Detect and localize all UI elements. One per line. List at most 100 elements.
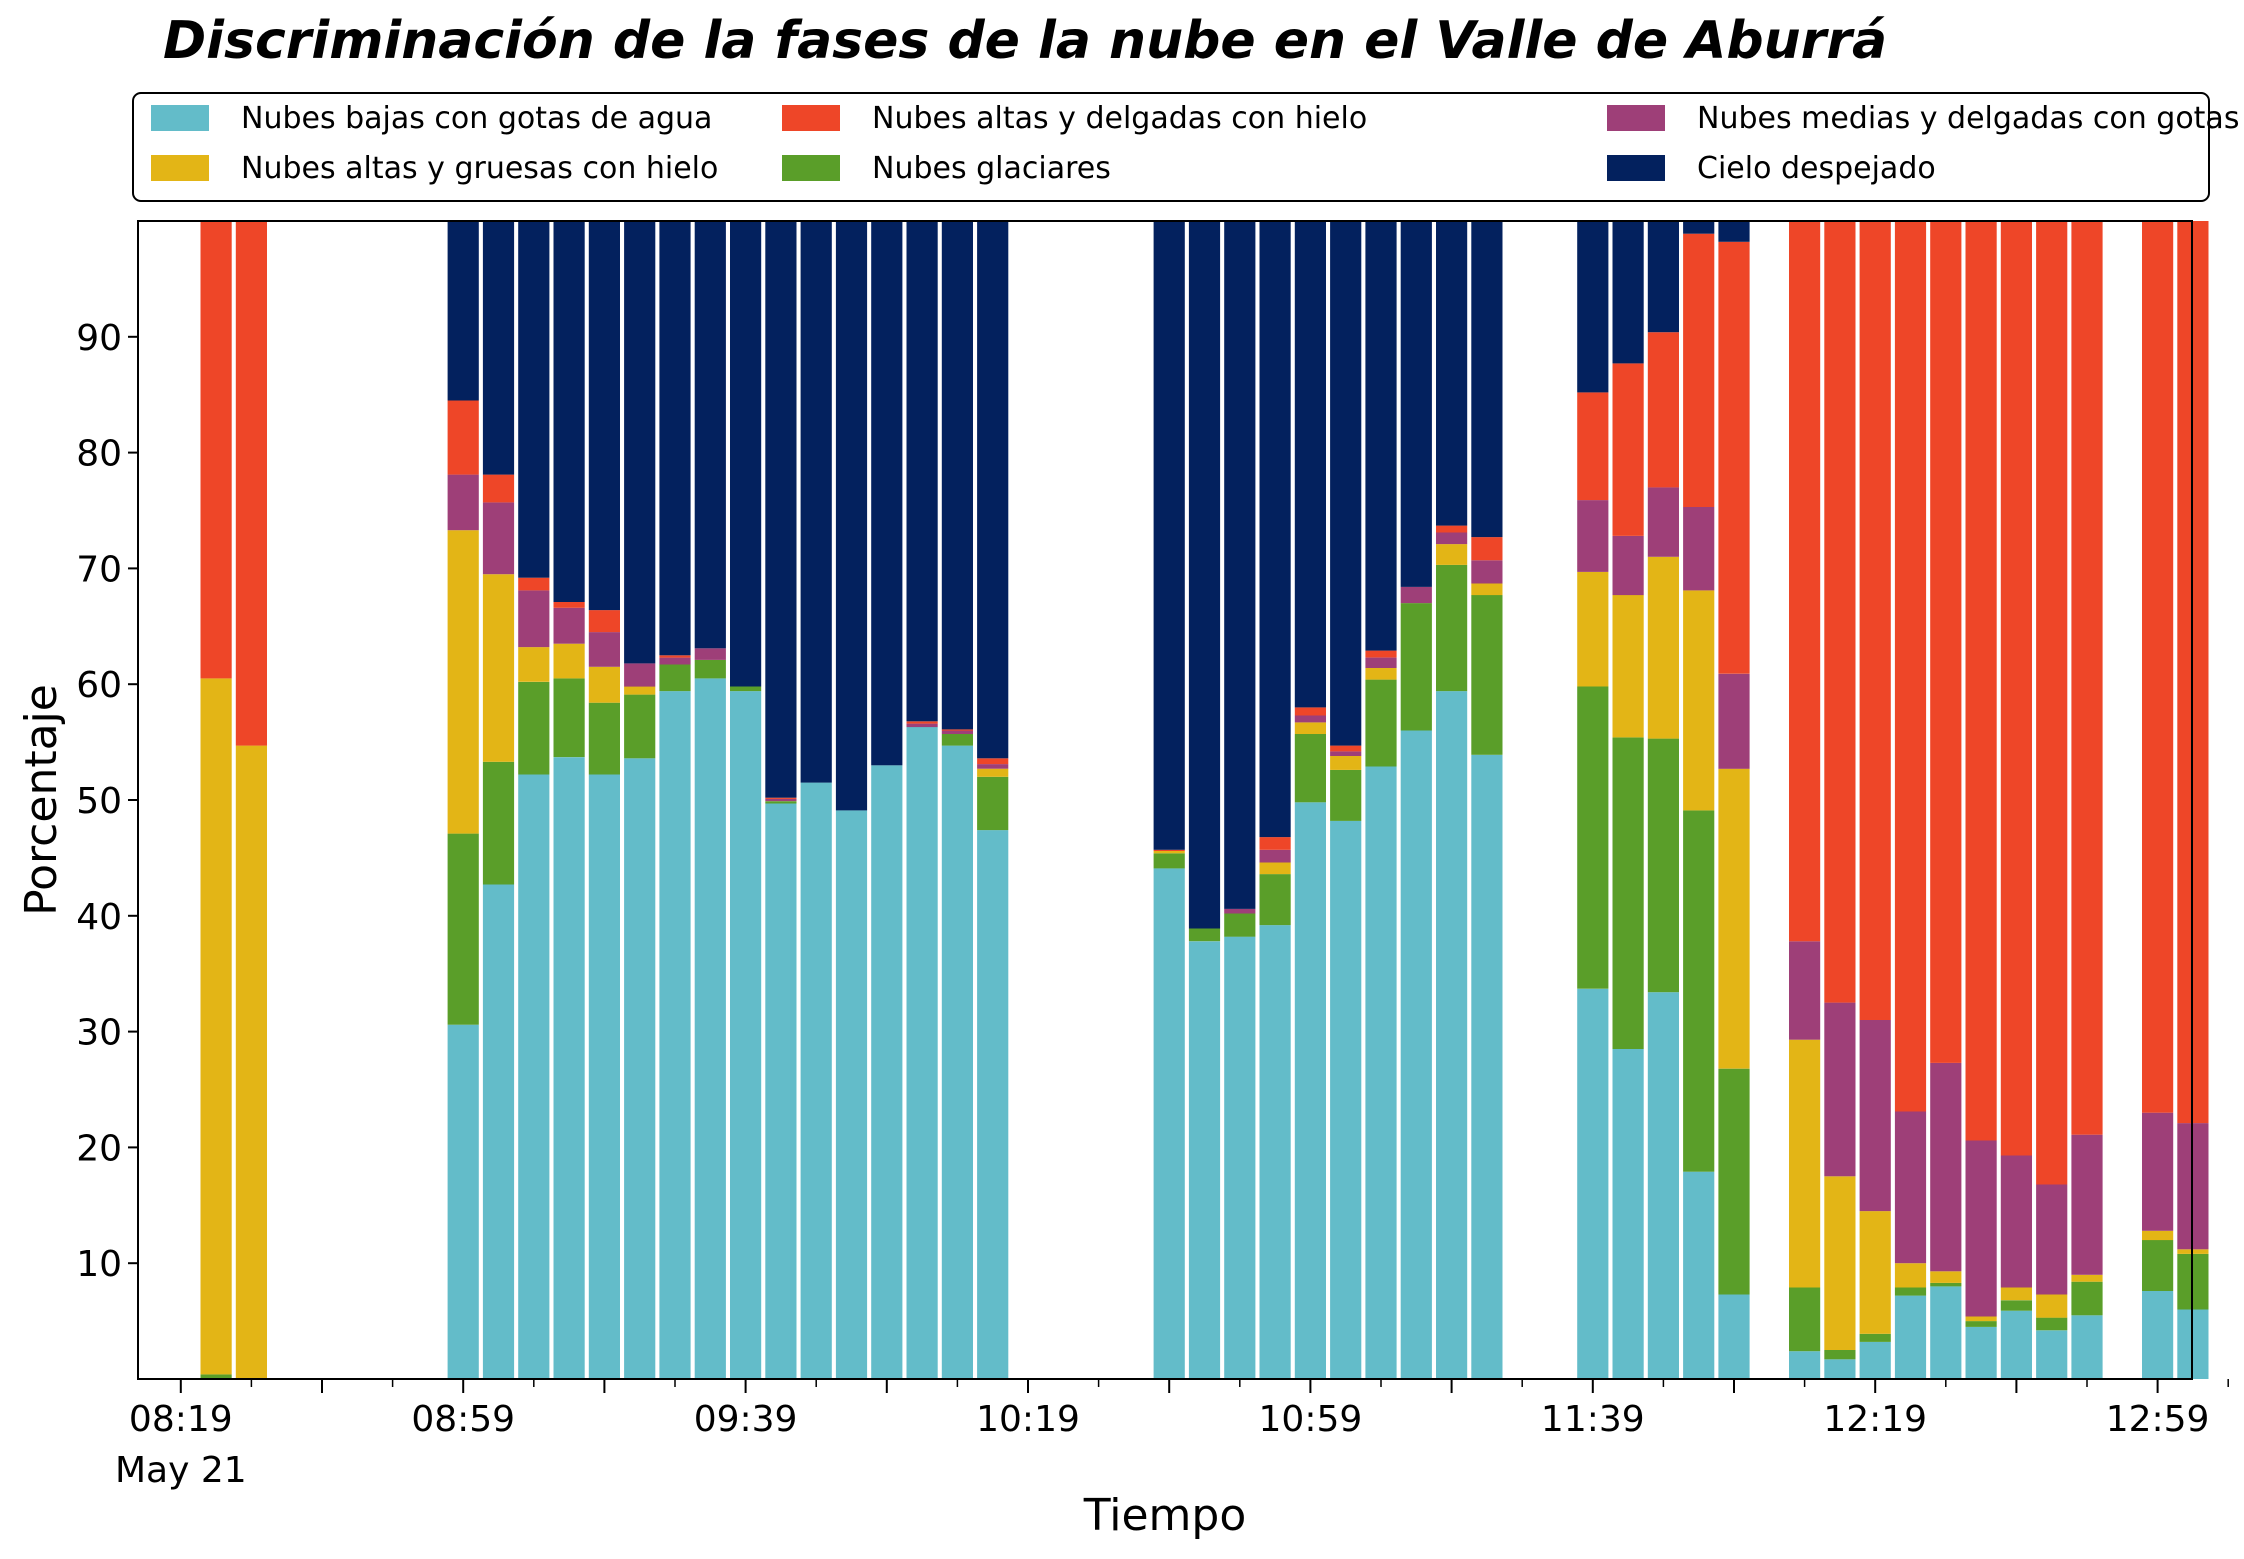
- bar-segment: [518, 681, 550, 775]
- legend-label: Nubes altas y gruesas con hielo: [241, 151, 718, 186]
- bar-segment: [1224, 221, 1256, 909]
- legend-swatch: [782, 155, 840, 181]
- x-tick-label: 09:39: [694, 1399, 798, 1440]
- bar-segment: [1894, 1295, 1927, 1379]
- bar-segment: [1153, 221, 1185, 850]
- bar-segment: [1294, 722, 1326, 734]
- bar-segment: [1824, 1176, 1856, 1350]
- bar-segment: [1153, 868, 1185, 1379]
- bar-segment: [1683, 1171, 1715, 1379]
- bar-segment: [518, 774, 550, 1379]
- bar-segment: [730, 691, 762, 1379]
- bar-segment: [835, 810, 868, 1379]
- bar-segment: [1612, 221, 1644, 364]
- bar-segment: [1400, 730, 1432, 1379]
- bar-segment: [482, 761, 515, 885]
- bar-segment: [2036, 1317, 2068, 1331]
- x-tick-label: 11:39: [1541, 1399, 1645, 1440]
- bar-segment: [1930, 1062, 1962, 1272]
- bar-segment: [482, 502, 515, 575]
- x-tick-label: 10:19: [976, 1399, 1080, 1440]
- bar-segment: [1224, 908, 1256, 914]
- bar-segment: [1471, 560, 1503, 584]
- bar-segment: [1188, 928, 1221, 942]
- bar-segment: [730, 221, 762, 687]
- bar-segment: [906, 727, 938, 1379]
- y-tick-label: 20: [76, 1128, 122, 1169]
- bar-segment: [518, 221, 550, 578]
- bar-segment: [1471, 221, 1503, 538]
- bar-segment: [1647, 738, 1679, 993]
- bar-segment: [1224, 913, 1256, 937]
- bar-segment: [553, 678, 585, 758]
- bar-segment: [1436, 532, 1468, 545]
- x-tick-label: 08:19: [129, 1399, 233, 1440]
- bar-segment: [1718, 1068, 1750, 1295]
- bar-segment: [1824, 1359, 1856, 1379]
- bar-segment: [1294, 715, 1326, 723]
- bar-segment: [1647, 332, 1679, 488]
- bar-segment: [800, 221, 832, 783]
- bar-segment: [1718, 768, 1750, 1069]
- y-tick-label: 10: [76, 1244, 122, 1285]
- bar-segment: [447, 833, 479, 1025]
- bar-segment: [624, 694, 656, 759]
- bar-segment: [1859, 1341, 1891, 1379]
- bar-segment: [2036, 221, 2068, 1185]
- bar-segment: [2000, 1155, 2032, 1288]
- bar-segment: [1330, 820, 1362, 1379]
- bar-segment: [2000, 221, 2032, 1156]
- bars-group: [200, 221, 2209, 1379]
- bar-segment: [694, 221, 726, 649]
- x-tick-label: 08:59: [411, 1399, 515, 1440]
- bar-segment: [1436, 525, 1468, 533]
- bar-segment: [482, 574, 515, 762]
- bar-segment: [941, 745, 973, 1379]
- bar-segment: [482, 884, 515, 1379]
- bar-segment: [518, 647, 550, 682]
- bar-segment: [659, 664, 691, 692]
- bar-segment: [977, 830, 1009, 1379]
- bar-segment: [1930, 221, 1962, 1063]
- bar-segment: [2000, 1287, 2032, 1301]
- bar-segment: [588, 666, 620, 703]
- bar-segment: [447, 530, 479, 834]
- bar-segment: [1153, 849, 1185, 851]
- bar-segment: [1436, 221, 1468, 526]
- bar-segment: [1577, 221, 1609, 393]
- bar-segment: [1859, 1020, 1891, 1212]
- bar-segment: [1683, 221, 1715, 234]
- bar-segment: [1577, 686, 1609, 989]
- bar-segment: [1471, 537, 1503, 561]
- y-tick-label: 30: [76, 1013, 122, 1054]
- x-tick-label: 10:59: [1259, 1399, 1363, 1440]
- bar-segment: [553, 757, 585, 1379]
- legend-box: [132, 92, 2210, 202]
- bar-segment: [624, 663, 656, 687]
- bar-segment: [2071, 221, 2103, 1135]
- bar-segment: [1365, 668, 1397, 680]
- bar-segment: [1259, 837, 1291, 850]
- y-axis-label: Porcentaje: [16, 684, 67, 916]
- bar-segment: [1718, 1294, 1750, 1379]
- bar-segment: [1294, 707, 1326, 716]
- bar-segment: [1894, 1287, 1927, 1296]
- bar-segment: [1965, 1316, 1997, 1322]
- bar-segment: [2071, 1315, 2103, 1379]
- x-tick-label: 12:59: [2106, 1399, 2210, 1440]
- bar-segment: [1365, 679, 1397, 767]
- bar-segment: [1894, 1263, 1927, 1288]
- bar-segment: [1330, 756, 1362, 770]
- bar-segment: [1683, 507, 1715, 591]
- bar-segment: [2000, 1310, 2032, 1379]
- bar-segment: [1259, 925, 1291, 1379]
- bar-segment: [1683, 233, 1715, 507]
- bar-segment: [1259, 862, 1291, 875]
- plot-area: 08:19 08:59 09:39 10:19 10:59 11:39 12:19 12:59…: [76, 220, 2229, 1491]
- bar-segment: [1824, 1350, 1856, 1360]
- bar-segment: [482, 221, 515, 475]
- y-tick-label: 60: [76, 665, 122, 706]
- plot-frame: [137, 220, 2193, 1380]
- x-axis: 08:19 08:59 09:39 10:19 10:59 11:39 12:19 12:59…: [115, 1379, 2229, 1491]
